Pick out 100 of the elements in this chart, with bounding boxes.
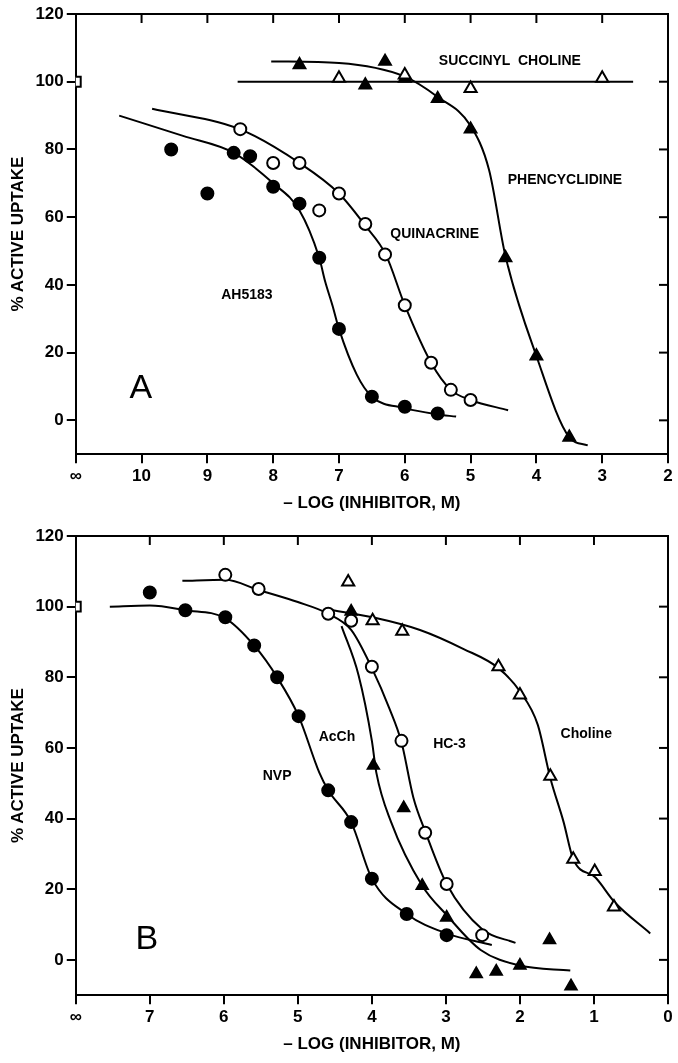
point [439,928,454,943]
x-tick-label: 2 [515,1007,525,1027]
point [439,876,454,891]
point [529,348,544,361]
point [469,966,483,979]
x-tick-label: 6 [400,466,410,486]
x-tick-label: 4 [531,466,542,486]
point [292,57,307,70]
point [378,53,392,66]
point [321,783,336,798]
x-tick-label: 5 [293,1007,303,1027]
y-tick-label: 0 [54,949,64,969]
x-tick-label: ∞ [69,1007,82,1027]
point [341,573,356,587]
point [399,906,414,921]
point [418,825,433,840]
point [331,186,346,201]
point [243,149,258,164]
x-tick-label: 8 [268,466,278,486]
point [424,355,439,370]
point [251,581,266,596]
point [312,203,327,218]
point [562,429,577,442]
point [218,610,233,625]
x-tick-label: 6 [219,1007,229,1027]
point [321,606,336,621]
point [397,399,412,414]
point [218,567,233,582]
x-tick-label: 5 [465,466,476,486]
x-tick-label: 2 [663,466,673,486]
annotation: PHENCYCLIDINE [507,170,623,187]
point [430,90,445,104]
point [415,878,429,890]
x-tick-label: 3 [597,466,607,486]
x-tick-label: 1 [589,1007,599,1027]
x-tick-label: 3 [441,1007,451,1027]
point [358,216,373,231]
point [270,670,285,685]
point [364,659,379,674]
point [512,686,527,700]
point [292,155,307,170]
annotation: NVP [262,767,292,784]
y-tick-label: 40 [44,808,64,828]
annotation: HC-3 [433,735,467,752]
y-tick-label: 60 [44,737,64,757]
point [463,393,478,408]
point [331,321,346,336]
point [378,247,393,262]
point [312,250,327,265]
x-tick-label: 9 [202,466,213,486]
point [292,196,307,211]
line-series [151,107,510,412]
annotation: AcCh [318,727,356,744]
point [543,768,558,781]
point [365,612,380,626]
y-tick-label: 120 [35,525,64,545]
point [397,800,411,813]
annotation: QUINACRINE [390,224,479,241]
x-tick-label: 4 [367,1007,378,1027]
point [291,709,306,724]
point [463,80,478,93]
point [463,121,478,134]
point [397,298,412,313]
y-axis-title: % ACTIVE UPTAKE [7,688,27,844]
point [164,142,179,157]
point [344,613,359,628]
point [344,815,359,830]
x-axis-title: – LOG (INHIBITOR, M) [283,493,461,513]
point [564,978,578,991]
point [542,932,557,945]
y-axis-title: % ACTIVE UPTAKE [7,156,27,312]
y-tick-label: 100 [35,71,64,91]
y-tick-label: 60 [44,206,64,226]
point [142,585,157,600]
point [443,382,458,397]
point [366,758,380,770]
point [498,250,513,263]
point [200,186,215,201]
x-tick-label: ∞ [69,466,82,486]
point [606,898,622,912]
point [266,179,281,194]
point [358,77,373,90]
point [364,871,379,886]
point [430,406,445,421]
point [595,70,610,83]
point [226,145,241,160]
point [233,122,248,137]
y-tick-label: 80 [44,139,64,159]
point [331,70,347,83]
point [475,928,490,943]
point [440,909,454,922]
point [587,863,602,877]
annotation: SUCCINYL CHOLINE [438,52,581,69]
y-tick-label: 40 [44,274,64,294]
y-tick-label: 80 [44,666,64,686]
annotation: A [129,366,153,405]
annotation: Choline [560,724,613,741]
annotation: B [135,918,159,957]
annotation: AH5183 [221,285,273,302]
point [344,604,358,616]
